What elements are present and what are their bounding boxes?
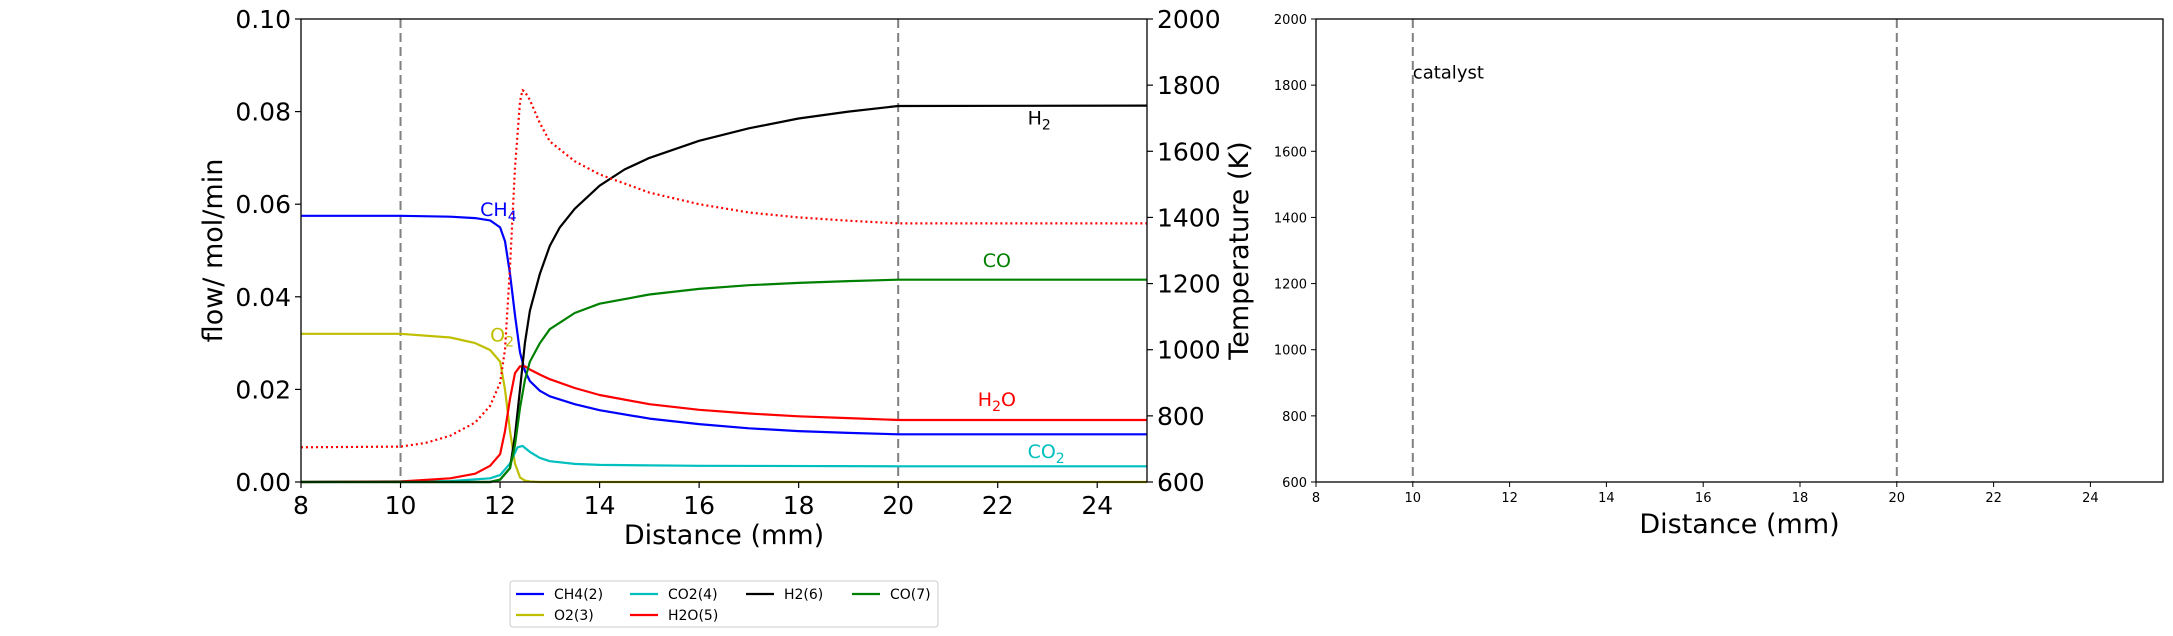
series-inline-label: H2 xyxy=(1028,108,1051,134)
y2-tick-label: 1400 xyxy=(1157,203,1221,232)
y-tick-label: 1400 xyxy=(1274,211,1307,226)
x-tick-label: 8 xyxy=(1312,491,1320,506)
legend-label: H2(6) xyxy=(784,587,823,603)
y2-tick-label: 2000 xyxy=(1157,5,1221,34)
catalyst-annotation: catalyst xyxy=(1413,63,1484,84)
x-tick-label: 12 xyxy=(1501,491,1518,506)
x-tick-label: 24 xyxy=(1081,491,1113,520)
x-axis-label: Distance (mm) xyxy=(624,520,824,551)
x-tick-label: 18 xyxy=(1792,491,1809,506)
y2-axis-label: Temperature (K) xyxy=(1224,141,1255,360)
series-inline-label: CO2 xyxy=(1028,441,1065,467)
x-tick-label: 20 xyxy=(1889,491,1906,506)
series-line-5 xyxy=(301,278,1147,484)
legend-label: CO2(4) xyxy=(668,587,718,603)
series-inline-label: CO xyxy=(983,250,1011,272)
y2-tick-label: 1000 xyxy=(1157,336,1221,365)
x-tick-label: 8 xyxy=(293,491,309,520)
series-line-0 xyxy=(301,214,1147,436)
plot-frame xyxy=(1315,18,2164,483)
x-axis-label: Distance (mm) xyxy=(1639,509,1839,540)
x-tick-label: 16 xyxy=(1695,491,1712,506)
left-panel: 8 10 12 14 16 18 20 22 24 0.00 0.02 0.04 0.06 0.08 0.1… xyxy=(198,5,1255,551)
x-tick-label: 18 xyxy=(783,491,815,520)
legend-label: CH4(2) xyxy=(554,587,603,603)
y-tick-label: 1000 xyxy=(1274,344,1307,359)
y-tick-label: 1800 xyxy=(1274,79,1307,94)
x-tick-label: 20 xyxy=(882,491,914,520)
series-inline-label: H2O xyxy=(978,389,1016,415)
x-tick-label: 10 xyxy=(385,491,417,520)
legend-frame xyxy=(509,580,939,628)
legend-label: CO(7) xyxy=(890,587,931,603)
y-tick-label: 0.04 xyxy=(235,283,291,312)
series-inline-label: O2 xyxy=(490,325,514,351)
y-tick-label: 0.02 xyxy=(235,375,291,404)
y-tick-label: 1600 xyxy=(1274,145,1307,160)
legend: CH4(2) CO2(4) H2(6) CO(7) O2(3) H2O(5) xyxy=(509,580,939,628)
x-tick-label: 16 xyxy=(683,491,715,520)
y2-tick-label: 1200 xyxy=(1157,270,1221,299)
temperature-series-line xyxy=(300,88,1147,449)
x-tick-label: 14 xyxy=(1598,491,1615,506)
y-tick-label: 0.10 xyxy=(235,5,291,34)
x-tick-label: 14 xyxy=(584,491,616,520)
x-tick-label: 24 xyxy=(2082,491,2099,506)
y-tick-label: 0.00 xyxy=(235,468,291,497)
y-tick-label: 800 xyxy=(1282,410,1307,425)
legend-label: O2(3) xyxy=(554,608,594,624)
series-line-1 xyxy=(301,332,1147,484)
y-tick-label: 1200 xyxy=(1274,278,1307,293)
y-tick-label: 600 xyxy=(1282,476,1307,491)
y2-tick-label: 1800 xyxy=(1157,71,1221,100)
y-tick-label: 0.06 xyxy=(235,190,291,219)
x-tick-label: 22 xyxy=(982,491,1014,520)
x-tick-label: 22 xyxy=(1985,491,2002,506)
y2-tick-label: 600 xyxy=(1157,468,1205,497)
x-tick-label: 12 xyxy=(484,491,516,520)
y-tick-label: 2000 xyxy=(1274,13,1307,28)
series-line-2 xyxy=(300,444,1147,484)
x-tick-label: 10 xyxy=(1405,491,1422,506)
y-axis-label: flow/ mol/min xyxy=(198,159,229,343)
y2-tick-label: 1600 xyxy=(1157,137,1221,166)
series-inline-label: CH4 xyxy=(480,199,517,225)
y2-tick-label: 800 xyxy=(1157,402,1205,431)
legend-label: H2O(5) xyxy=(668,608,718,624)
plot-frame xyxy=(300,18,1148,483)
right-panel: 8 10 12 14 16 18 20 22 24 600 800 1000 1200 1400 1600 1… xyxy=(1274,13,2164,540)
series-line-3 xyxy=(300,365,1147,484)
y-tick-label: 0.08 xyxy=(235,98,291,127)
